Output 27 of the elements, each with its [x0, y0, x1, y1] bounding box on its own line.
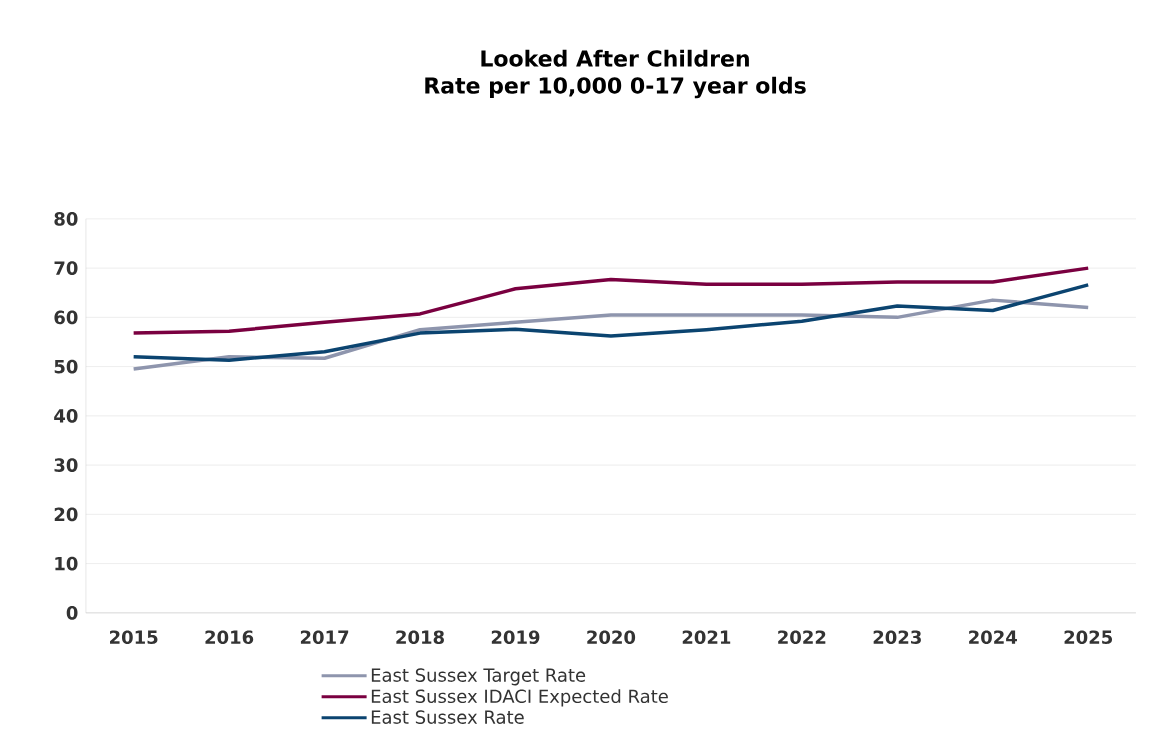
y-tick-label: 60 [54, 310, 78, 325]
chart-subtitle: Rate per 10,000 0-17 year olds [425, 76, 806, 99]
line-series [131, 266, 1090, 335]
y-tick-label: 10 [55, 556, 78, 571]
x-tick-label: 2017 [300, 630, 349, 644]
chart-title: Looked After Children [481, 49, 749, 67]
x-tick-label: 2023 [873, 630, 921, 644]
y-tick-label: 0 [66, 605, 78, 620]
x-tick-label: 2022 [778, 630, 826, 644]
x-tick-label: 2021 [682, 630, 731, 644]
x-tick-label: 2015 [110, 630, 158, 644]
line-series [131, 283, 1090, 362]
y-tick-label: 80 [54, 211, 78, 226]
legend-label: East Sussex Rate [371, 710, 524, 724]
y-tick-label: 20 [54, 507, 78, 522]
y-tick-label: 70 [54, 261, 78, 275]
x-tick-label: 2019 [491, 630, 540, 644]
x-tick-label: 2024 [969, 630, 1017, 644]
x-tick-label: 2020 [587, 630, 636, 644]
y-tick-label: 40 [54, 408, 78, 423]
x-tick-label: 2016 [205, 630, 254, 644]
legend-label: East Sussex IDACI Expected Rate [371, 689, 668, 707]
y-tick-label: 30 [54, 458, 78, 472]
x-tick-label: 2025 [1064, 630, 1112, 644]
x-tick-label: 2018 [396, 630, 444, 644]
y-tick-label: 50 [54, 359, 78, 374]
legend-label: East Sussex Target Rate [371, 668, 586, 686]
